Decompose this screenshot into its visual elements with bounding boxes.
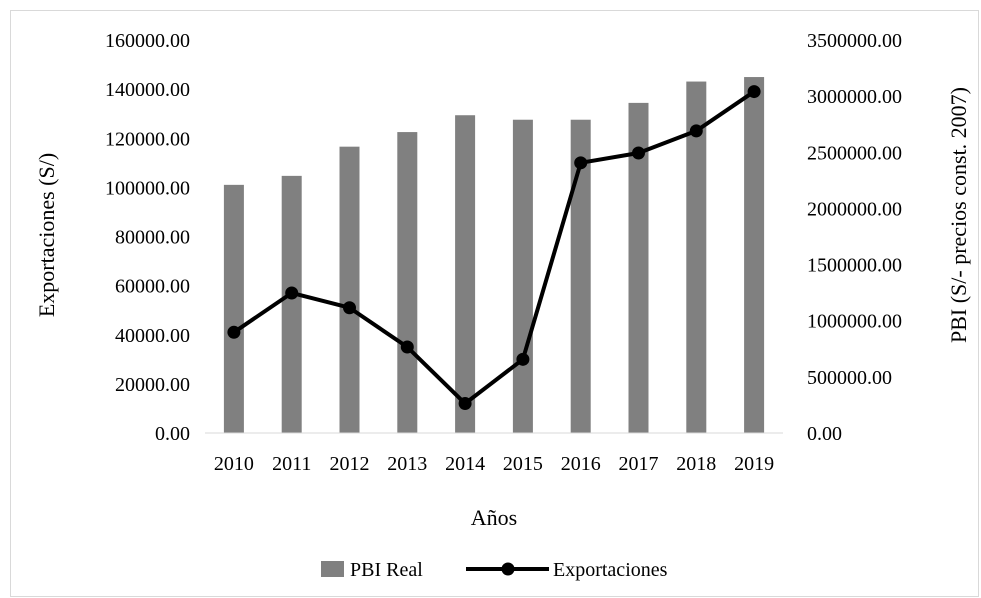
y-axis-right-title: PBI (S/- precios const. 2007) [946,87,971,343]
y-right-tick-label: 2000000.00 [807,198,902,220]
y-left-tick-label: 60000.00 [115,276,190,298]
y-right-tick-label: 0.00 [807,423,842,445]
y-right-tick-label: 1500000.00 [807,255,902,277]
y-right-tick-label: 500000.00 [807,367,892,389]
x-tick-label: 2010 [214,453,254,475]
x-tick-label: 2015 [503,453,543,475]
x-tick-label: 2011 [272,453,311,475]
bar-pbi-real [686,81,707,433]
bar-pbi-real [628,102,649,433]
x-axis-title: Años [471,505,517,530]
line-exportaciones [232,89,756,406]
y-right-tick-label: 2500000.00 [807,142,902,164]
bar-pbi-real [281,175,302,433]
x-tick-label: 2017 [619,453,659,475]
bar-pbi-real [570,119,591,434]
point-exportaciones [343,301,356,315]
point-exportaciones [747,85,761,99]
chart-border [10,10,979,597]
legend-swatch-pbi [321,561,344,577]
y-left-tick-label: 20000.00 [115,374,190,396]
right-axis-ticks: 0.00 500000.00 1000000.00 1500000.00 2000000… [807,30,902,445]
point-exportaciones [285,286,299,300]
point-exportaciones [632,146,645,160]
legend-marker-exportaciones [501,562,515,576]
point-exportaciones [689,124,703,138]
bar-pbi-real [744,77,765,433]
x-tick-label: 2018 [676,453,716,475]
y-axis-left-title: Exportaciones (S/) [34,153,59,317]
bar-pbi-real [339,146,360,433]
x-tick-label: 2019 [734,453,774,475]
legend: PBI Real Exportaciones [321,559,668,581]
y-left-tick-label: 0.00 [155,423,190,445]
point-exportaciones [400,340,414,354]
y-left-tick-label: 120000.00 [105,128,190,150]
point-exportaciones [458,397,472,411]
bar-pbi-real [397,132,418,433]
bar-pbi-real [512,119,533,434]
line-layer [227,85,761,411]
bar-pbi-real [223,184,244,433]
x-tick-label: 2012 [330,453,370,475]
y-left-tick-label: 80000.00 [115,227,190,249]
bar-pbi-real [455,115,476,433]
y-right-tick-label: 1000000.00 [807,311,902,333]
point-exportaciones [516,352,530,366]
y-left-tick-label: 160000.00 [105,30,190,52]
y-left-tick-label: 140000.00 [105,79,190,101]
y-left-tick-label: 40000.00 [115,325,190,347]
legend-label-exportaciones: Exportaciones [553,559,668,581]
point-exportaciones [227,325,241,339]
y-right-tick-label: 3500000.00 [807,30,902,52]
x-tick-label: 2013 [387,453,427,475]
x-axis-ticks: 2010 2011 2012 2013 2014 2015 2016 2017 2018 2019 [214,453,774,475]
y-right-tick-label: 3000000.00 [807,86,902,108]
point-exportaciones [574,156,588,170]
left-axis-ticks: 0.00 20000.00 40000.00 60000.00 80000.00 1000… [105,30,190,445]
bars-layer [223,77,765,434]
legend-label-pbi: PBI Real [350,559,423,581]
x-tick-label: 2016 [561,453,601,475]
x-tick-label: 2014 [445,453,485,475]
y-left-tick-label: 100000.00 [105,177,190,199]
